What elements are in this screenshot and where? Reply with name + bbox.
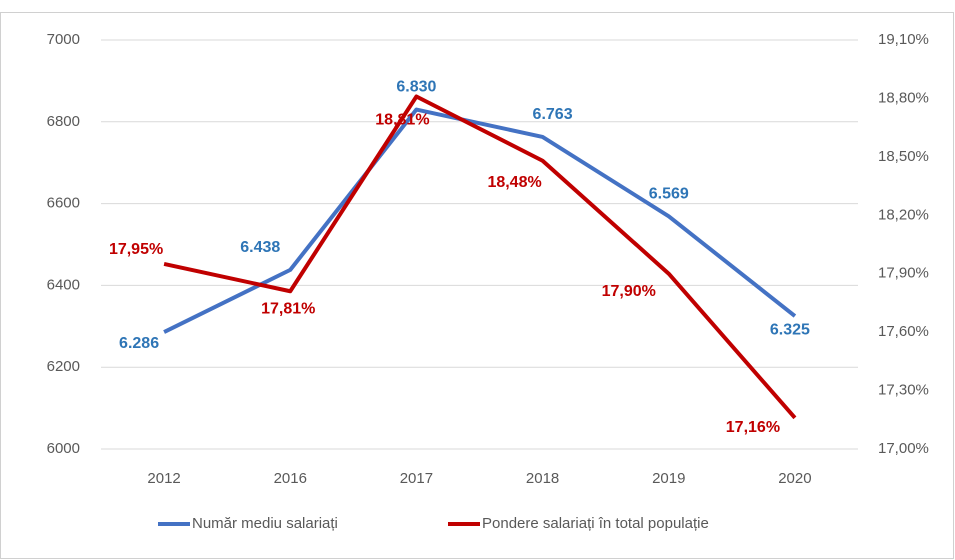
- y-tick-label: 6400: [47, 276, 80, 293]
- y2-tick-label: 18,50%: [878, 148, 929, 165]
- y2-tick-label: 17,00%: [878, 440, 929, 457]
- y2-tick-label: 19,10%: [878, 31, 929, 48]
- x-tick-label: 2018: [526, 470, 559, 487]
- data-label: 18,81%: [375, 112, 429, 129]
- data-label: 17,90%: [602, 283, 656, 300]
- y-tick-label: 6200: [47, 358, 80, 375]
- y2-tick-label: 17,90%: [878, 265, 929, 282]
- y-tick-label: 6000: [47, 440, 80, 457]
- x-tick-label: 2017: [400, 470, 433, 487]
- legend-label: Pondere salariați în total populație: [482, 515, 709, 532]
- data-label: 6.286: [119, 335, 159, 352]
- x-tick-label: 2016: [274, 470, 307, 487]
- y-tick-label: 6600: [47, 195, 80, 212]
- data-label: 6.325: [770, 321, 810, 338]
- y-tick-label: 6800: [47, 113, 80, 130]
- data-label: 17,81%: [261, 300, 315, 317]
- series-line: [163, 107, 797, 334]
- y2-tick-label: 18,80%: [878, 89, 929, 106]
- data-label: 6.830: [396, 79, 436, 96]
- y2-tick-label: 18,20%: [878, 206, 929, 223]
- y-tick-label: 7000: [47, 31, 80, 48]
- x-tick-label: 2012: [147, 470, 180, 487]
- y2-tick-label: 17,30%: [878, 382, 929, 399]
- data-label: 6.763: [533, 106, 573, 123]
- x-tick-label: 2020: [778, 470, 811, 487]
- data-label: 6.438: [240, 239, 280, 256]
- data-label: 18,48%: [487, 174, 541, 191]
- series-line: [163, 94, 797, 420]
- data-label: 17,16%: [726, 419, 780, 436]
- legend-label: Număr mediu salariați: [192, 515, 338, 532]
- data-label: 6.569: [649, 185, 689, 202]
- x-tick-label: 2019: [652, 470, 685, 487]
- y2-tick-label: 17,60%: [878, 323, 929, 340]
- data-label: 17,95%: [109, 241, 163, 258]
